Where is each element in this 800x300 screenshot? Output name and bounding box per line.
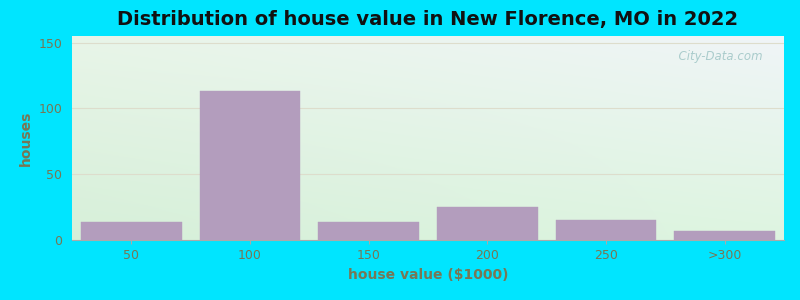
Bar (199, 91, 301, 240)
Bar (555, 220, 657, 240)
Text: City-Data.com: City-Data.com (671, 50, 762, 63)
Bar (437, 207, 538, 240)
Y-axis label: houses: houses (19, 110, 33, 166)
Title: Distribution of house value in New Florence, MO in 2022: Distribution of house value in New Flore… (118, 10, 738, 29)
X-axis label: house value ($1000): house value ($1000) (348, 268, 508, 282)
Bar (318, 222, 419, 240)
Bar (674, 231, 775, 240)
Bar (81, 222, 182, 240)
